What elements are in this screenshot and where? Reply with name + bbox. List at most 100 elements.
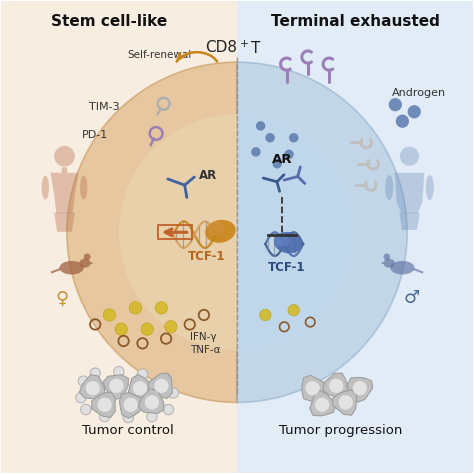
Circle shape bbox=[265, 133, 275, 143]
Text: Terminal exhausted: Terminal exhausted bbox=[271, 15, 439, 29]
Circle shape bbox=[154, 379, 169, 393]
Ellipse shape bbox=[79, 259, 91, 268]
Circle shape bbox=[353, 381, 367, 395]
Circle shape bbox=[256, 121, 265, 131]
Text: Androgen: Androgen bbox=[392, 88, 446, 98]
Circle shape bbox=[129, 302, 142, 314]
Circle shape bbox=[90, 368, 100, 378]
Text: ♂: ♂ bbox=[404, 290, 420, 308]
Polygon shape bbox=[51, 173, 79, 213]
Circle shape bbox=[400, 146, 419, 166]
Text: TIM-3: TIM-3 bbox=[90, 102, 120, 112]
Ellipse shape bbox=[208, 222, 224, 235]
Circle shape bbox=[168, 388, 178, 398]
Text: AR: AR bbox=[199, 169, 218, 182]
Text: TCF-1: TCF-1 bbox=[188, 250, 225, 264]
Ellipse shape bbox=[60, 261, 84, 274]
Circle shape bbox=[109, 379, 124, 393]
Ellipse shape bbox=[382, 262, 384, 264]
Circle shape bbox=[54, 146, 75, 166]
Circle shape bbox=[289, 133, 299, 143]
Polygon shape bbox=[103, 374, 128, 400]
Circle shape bbox=[155, 302, 167, 314]
Circle shape bbox=[123, 412, 134, 423]
Circle shape bbox=[305, 381, 320, 395]
Ellipse shape bbox=[426, 175, 434, 200]
Polygon shape bbox=[395, 173, 424, 213]
Text: Self-renewal: Self-renewal bbox=[127, 50, 191, 60]
Polygon shape bbox=[54, 213, 75, 232]
Circle shape bbox=[84, 254, 91, 260]
Circle shape bbox=[161, 374, 171, 384]
Ellipse shape bbox=[80, 175, 87, 200]
Circle shape bbox=[145, 395, 159, 410]
Polygon shape bbox=[138, 389, 164, 414]
Circle shape bbox=[284, 150, 294, 159]
Circle shape bbox=[124, 398, 138, 412]
Polygon shape bbox=[347, 377, 373, 402]
Polygon shape bbox=[148, 373, 173, 399]
Circle shape bbox=[115, 323, 128, 335]
Circle shape bbox=[315, 398, 329, 412]
Wedge shape bbox=[237, 62, 407, 402]
Text: ♀: ♀ bbox=[55, 290, 69, 308]
Polygon shape bbox=[302, 375, 327, 401]
Polygon shape bbox=[91, 392, 115, 418]
Ellipse shape bbox=[390, 261, 414, 274]
Ellipse shape bbox=[42, 175, 49, 200]
Circle shape bbox=[103, 309, 116, 321]
Text: Tumor control: Tumor control bbox=[82, 424, 174, 438]
Text: PD-1: PD-1 bbox=[82, 130, 109, 140]
Polygon shape bbox=[119, 392, 145, 418]
Circle shape bbox=[288, 305, 300, 316]
Text: AR: AR bbox=[272, 153, 292, 165]
Circle shape bbox=[389, 98, 402, 111]
Text: Tumor progression: Tumor progression bbox=[279, 424, 402, 438]
Polygon shape bbox=[62, 167, 67, 173]
Circle shape bbox=[329, 379, 343, 393]
Circle shape bbox=[408, 105, 421, 118]
Circle shape bbox=[260, 310, 271, 320]
Wedge shape bbox=[119, 114, 237, 350]
Circle shape bbox=[81, 404, 91, 415]
Circle shape bbox=[273, 159, 282, 168]
Circle shape bbox=[383, 254, 390, 260]
Circle shape bbox=[338, 395, 353, 410]
Polygon shape bbox=[399, 213, 420, 230]
Ellipse shape bbox=[90, 262, 92, 264]
Text: TCF-1: TCF-1 bbox=[268, 261, 305, 274]
Circle shape bbox=[251, 147, 261, 156]
Ellipse shape bbox=[274, 235, 290, 246]
Circle shape bbox=[114, 366, 124, 377]
Text: TNF-α: TNF-α bbox=[190, 346, 220, 356]
Circle shape bbox=[76, 392, 86, 403]
Wedge shape bbox=[237, 114, 355, 350]
Polygon shape bbox=[0, 0, 237, 474]
Polygon shape bbox=[323, 373, 347, 398]
Text: $^+$T: $^+$T bbox=[237, 39, 262, 56]
Wedge shape bbox=[67, 62, 237, 402]
Polygon shape bbox=[332, 390, 357, 415]
Text: IFN-γ: IFN-γ bbox=[190, 332, 216, 342]
Ellipse shape bbox=[383, 259, 395, 268]
Circle shape bbox=[133, 381, 147, 395]
Polygon shape bbox=[237, 0, 474, 474]
Ellipse shape bbox=[385, 175, 393, 200]
Polygon shape bbox=[310, 391, 335, 416]
Circle shape bbox=[86, 381, 100, 395]
Ellipse shape bbox=[205, 220, 236, 243]
Circle shape bbox=[164, 320, 177, 333]
Circle shape bbox=[98, 398, 112, 412]
Circle shape bbox=[78, 376, 89, 386]
Circle shape bbox=[396, 115, 409, 128]
Circle shape bbox=[137, 369, 148, 379]
Text: CD8: CD8 bbox=[205, 40, 237, 55]
Text: Stem cell-like: Stem cell-like bbox=[51, 15, 167, 29]
Circle shape bbox=[147, 411, 157, 422]
Circle shape bbox=[100, 411, 110, 422]
Polygon shape bbox=[80, 375, 105, 400]
Circle shape bbox=[163, 404, 173, 415]
Ellipse shape bbox=[274, 232, 302, 254]
Polygon shape bbox=[128, 374, 154, 400]
Circle shape bbox=[141, 323, 154, 335]
